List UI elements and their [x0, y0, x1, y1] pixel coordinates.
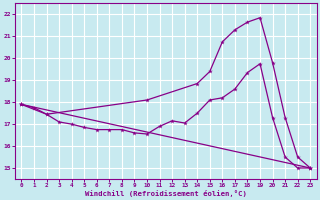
X-axis label: Windchill (Refroidissement éolien,°C): Windchill (Refroidissement éolien,°C) [85, 190, 247, 197]
